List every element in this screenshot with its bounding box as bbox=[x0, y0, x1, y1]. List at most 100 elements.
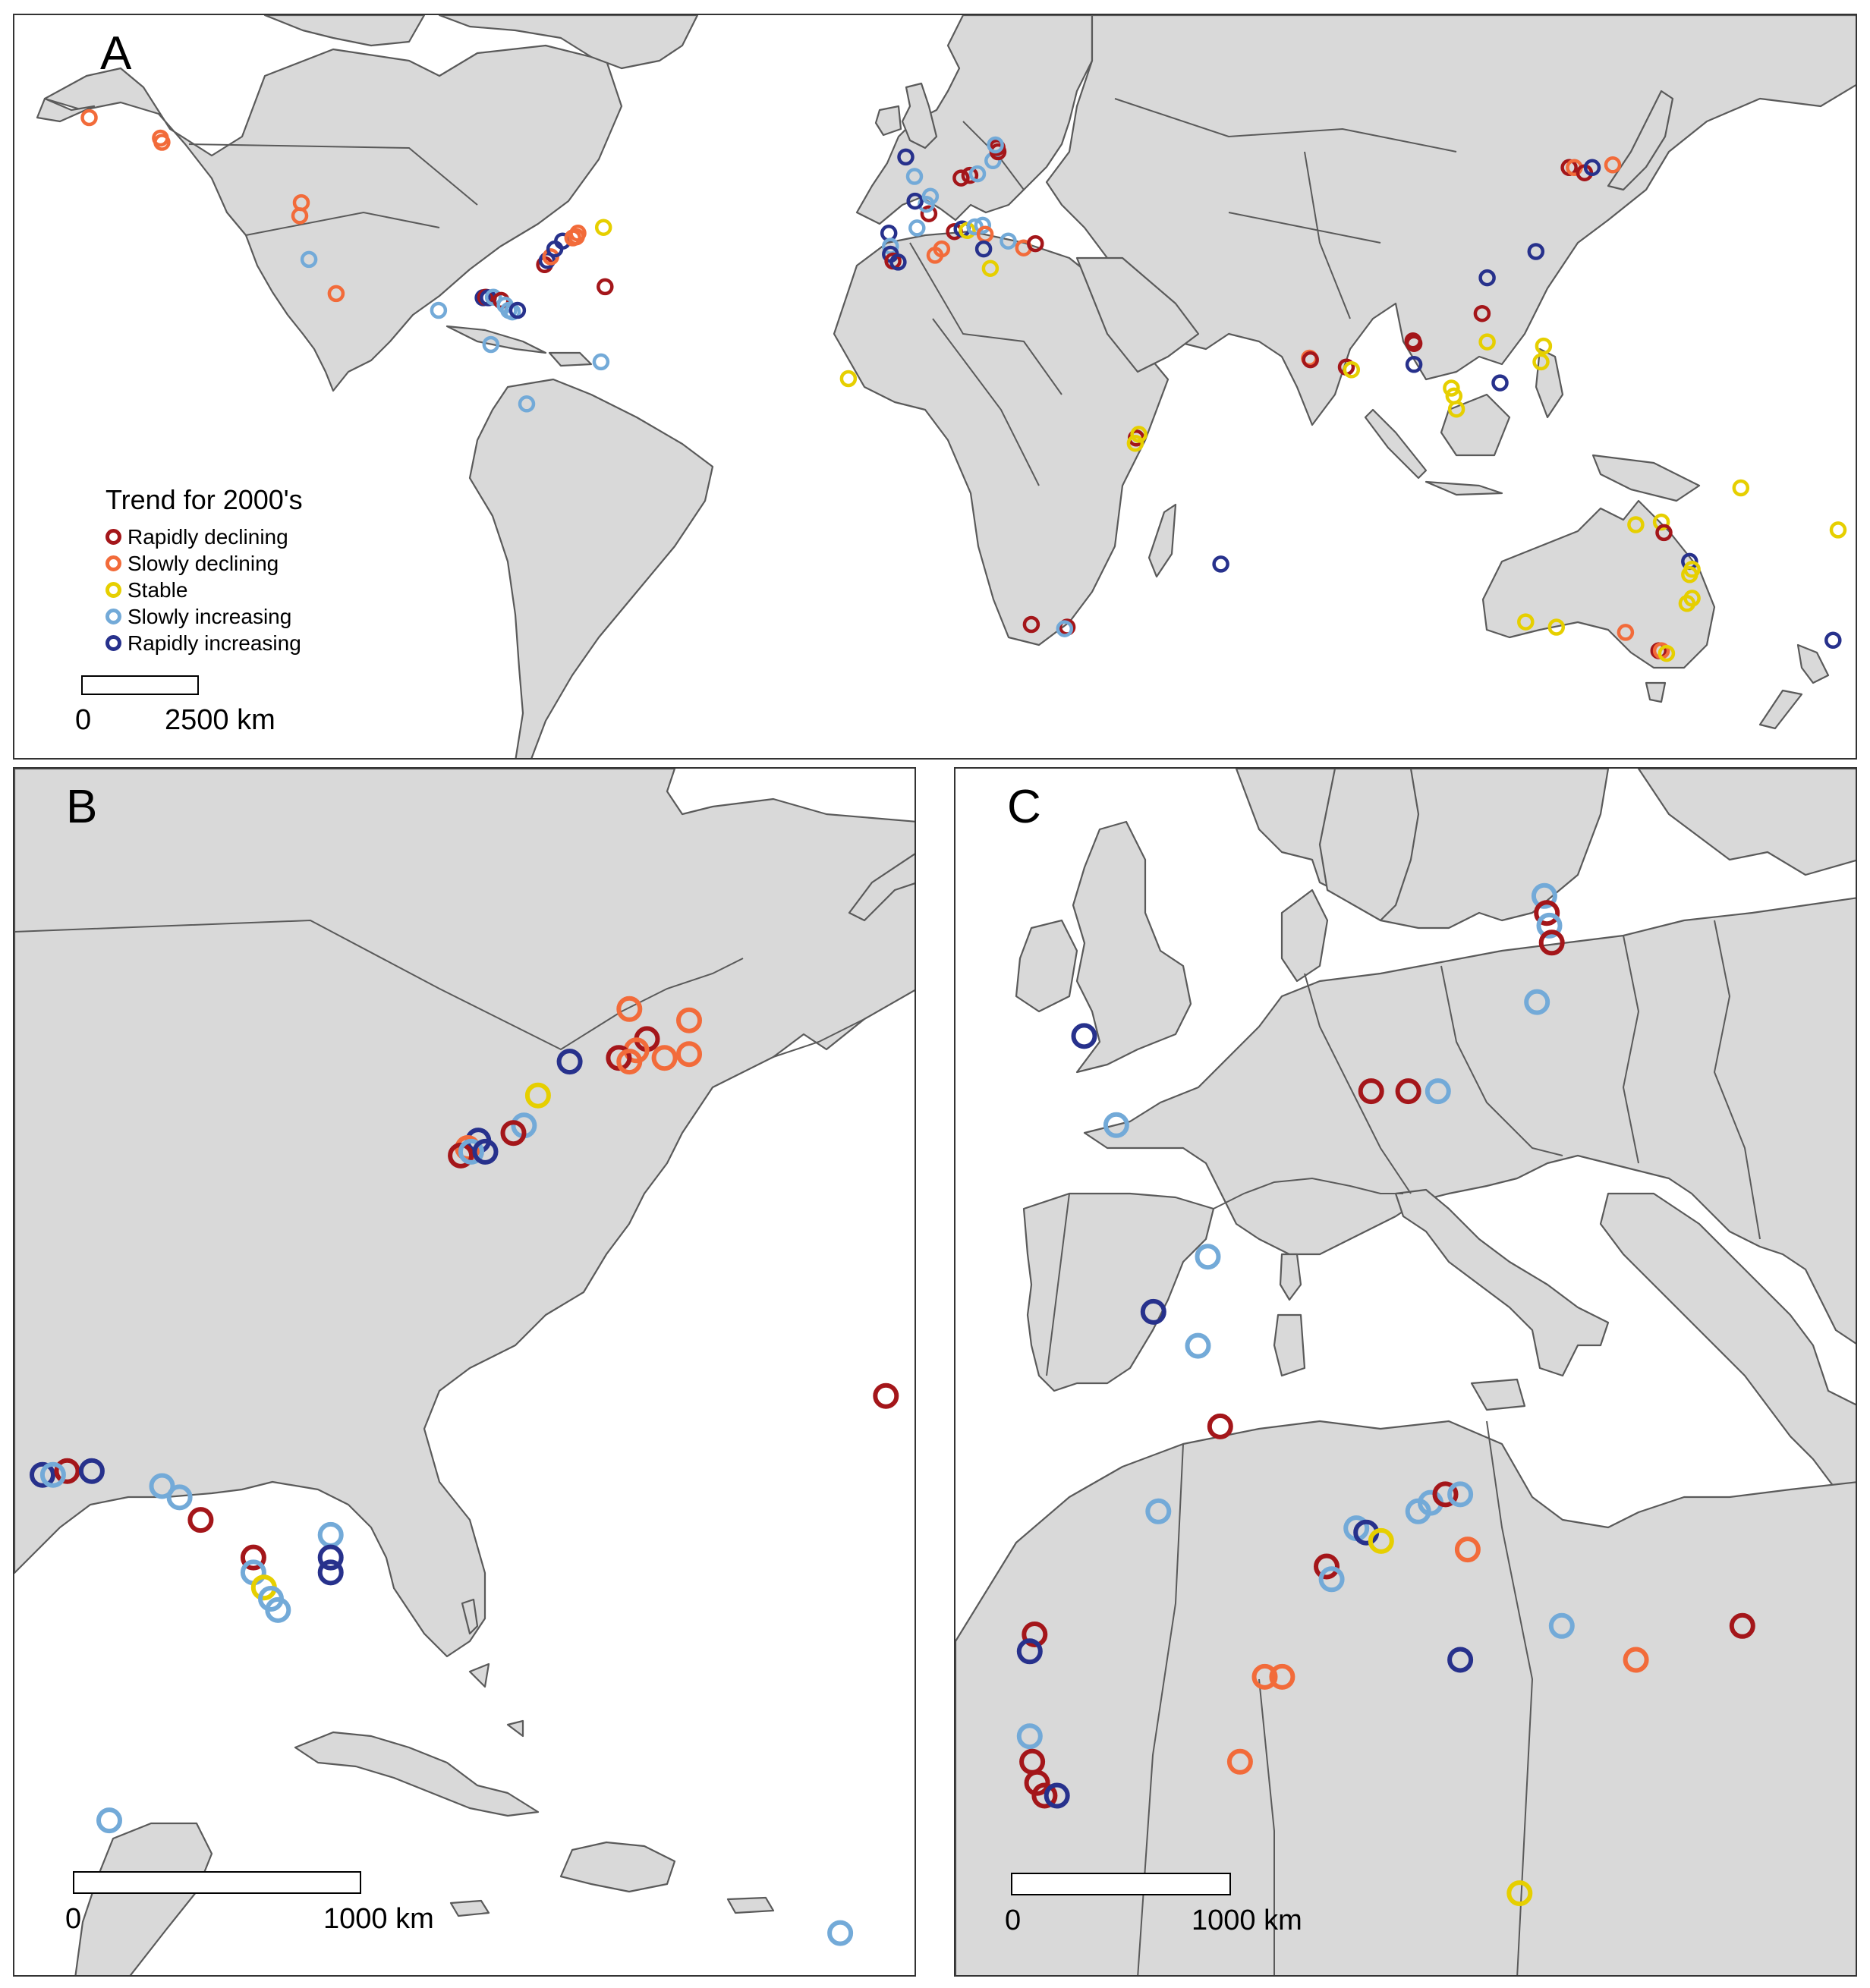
legend-swatch-rapidly-declining bbox=[105, 529, 121, 545]
site-marker-rapidly-declining bbox=[1024, 1769, 1050, 1796]
site-marker-rapidly-increasing bbox=[317, 1559, 344, 1586]
legend-swatch-slowly-declining bbox=[105, 555, 121, 571]
site-marker-rapidly-declining bbox=[920, 205, 938, 222]
site-marker-rapidly-declining bbox=[1473, 304, 1491, 322]
scalebar-b-bar bbox=[73, 1871, 361, 1894]
site-marker-stable bbox=[1443, 379, 1460, 397]
site-marker-slowly-increasing bbox=[905, 168, 924, 185]
site-marker-slowly-increasing bbox=[1103, 1112, 1129, 1138]
site-marker-slowly-increasing bbox=[317, 1521, 344, 1548]
site-marker-slowly-increasing bbox=[1016, 1723, 1043, 1750]
landmass-puerto-rico bbox=[726, 1896, 775, 1914]
site-marker-slowly-increasing bbox=[1318, 1566, 1345, 1593]
panel-a-label: A bbox=[100, 27, 132, 80]
site-marker-slowly-declining bbox=[1623, 1647, 1649, 1673]
site-markers bbox=[30, 996, 899, 1946]
site-marker-slowly-declining bbox=[651, 1045, 678, 1071]
site-marker-stable bbox=[594, 219, 612, 236]
legend: Trend for 2000's Rapidly declining Slowl… bbox=[105, 484, 303, 656]
site-marker-stable bbox=[1126, 434, 1144, 452]
site-marker-slowly-increasing bbox=[1524, 989, 1550, 1015]
site-marker-stable bbox=[1343, 361, 1361, 379]
site-marker-rapidly-increasing bbox=[508, 301, 527, 319]
site-marker-rapidly-declining bbox=[873, 1382, 899, 1409]
site-marker-stable bbox=[1829, 521, 1847, 539]
site-marker-stable bbox=[981, 260, 1000, 277]
site-marker-stable bbox=[1732, 479, 1750, 497]
scalebar-b-end: 1000 km bbox=[323, 1903, 434, 1935]
scalebar-a: 0 2500 km bbox=[75, 675, 279, 744]
site-marker-rapidly-increasing bbox=[897, 148, 915, 166]
site-marker-rapidly-declining bbox=[1031, 1782, 1058, 1809]
legend-item-slowly-declining: Slowly declining bbox=[105, 550, 303, 577]
site-marker-slowly-declining bbox=[80, 109, 98, 127]
legend-swatch-slowly-increasing bbox=[105, 609, 121, 624]
site-markers bbox=[80, 109, 1847, 662]
europe-map-svg bbox=[955, 769, 1856, 1975]
site-marker-slowly-increasing bbox=[96, 1807, 122, 1834]
site-marker-slowly-increasing bbox=[482, 335, 500, 354]
scalebar-a-bar bbox=[81, 675, 199, 695]
site-marker-rapidly-increasing bbox=[1044, 1782, 1070, 1809]
site-marker-rapidly-increasing bbox=[1583, 159, 1601, 177]
landmass-iberia bbox=[1022, 1192, 1215, 1392]
landmass-hispaniola bbox=[548, 351, 593, 367]
legend-label: Slowly declining bbox=[128, 551, 279, 575]
scalebar-b-start: 0 bbox=[65, 1903, 82, 1935]
legend-swatch-rapidly-increasing bbox=[105, 635, 121, 651]
site-marker-rapidly-increasing bbox=[78, 1458, 105, 1484]
landmass-north-africa bbox=[955, 1420, 1856, 1975]
site-marker-rapidly-declining bbox=[1027, 234, 1044, 253]
site-markers bbox=[1016, 882, 1755, 1907]
scalebar-c: 0 1000 km bbox=[1005, 1873, 1314, 1945]
site-marker-rapidly-declining bbox=[1022, 1622, 1048, 1647]
site-marker-rapidly-declining bbox=[240, 1544, 266, 1571]
site-marker-stable bbox=[1517, 613, 1535, 631]
scalebar-a-end: 2500 km bbox=[165, 704, 275, 736]
scalebar-c-end: 1000 km bbox=[1192, 1905, 1302, 1936]
country-borders bbox=[1046, 920, 1761, 1975]
site-marker-rapidly-increasing bbox=[472, 1138, 499, 1165]
panel-b-label: B bbox=[66, 781, 98, 833]
site-marker-rapidly-declining bbox=[1302, 351, 1319, 369]
landmass-italy bbox=[1394, 1188, 1610, 1377]
site-marker-slowly-increasing bbox=[987, 136, 1004, 154]
landmass-jamaica bbox=[449, 1899, 490, 1917]
site-marker-slowly-declining bbox=[1604, 156, 1622, 174]
site-marker-rapidly-declining bbox=[952, 169, 970, 187]
site-marker-slowly-increasing bbox=[240, 1559, 266, 1586]
site-marker-slowly-increasing bbox=[484, 288, 502, 306]
landmass-hispaniola bbox=[559, 1841, 676, 1893]
legend-label: Slowly increasing bbox=[128, 604, 292, 628]
scalebar-c-bar bbox=[1011, 1873, 1231, 1895]
site-marker-stable bbox=[524, 1082, 551, 1109]
site-marker-rapidly-increasing bbox=[889, 253, 907, 271]
landmass-arabia bbox=[1075, 256, 1200, 373]
us-east-map-panel: B 0 1000 km bbox=[13, 767, 916, 1977]
landmass-philippines bbox=[1535, 348, 1564, 419]
site-marker-slowly-increasing bbox=[265, 1596, 291, 1623]
site-marker-rapidly-declining bbox=[1405, 335, 1423, 352]
landmass-new-zealand bbox=[1758, 643, 1830, 730]
site-marker-slowly-declining bbox=[676, 1041, 702, 1068]
site-marker-slowly-declining bbox=[327, 285, 345, 303]
site-marker-slowly-declining bbox=[569, 225, 587, 242]
site-marker-stable bbox=[1678, 595, 1696, 612]
us-canada-border bbox=[14, 919, 865, 1058]
landmass-alaska-peninsula bbox=[36, 97, 96, 123]
site-marker-rapidly-increasing bbox=[1478, 269, 1496, 287]
site-marker-rapidly-increasing bbox=[1071, 1023, 1097, 1049]
landmass-greenland bbox=[438, 15, 699, 70]
legend-swatch-stable bbox=[105, 582, 121, 598]
us-east-map-svg bbox=[14, 769, 915, 1975]
site-marker-slowly-increasing bbox=[1531, 882, 1557, 909]
landmass-borneo bbox=[1440, 393, 1511, 457]
landmass-great-britain bbox=[901, 82, 938, 149]
site-marker-rapidly-increasing bbox=[1491, 374, 1509, 392]
legend-item-stable: Stable bbox=[105, 577, 303, 603]
site-marker-slowly-declining bbox=[1454, 1537, 1481, 1563]
site-marker-rapidly-declining bbox=[1432, 1481, 1459, 1508]
legend-label: Rapidly declining bbox=[128, 524, 288, 549]
world-map-panel: A Trend for 2000's Rapidly declining Slo… bbox=[13, 14, 1857, 760]
legend-item-slowly-increasing: Slowly increasing bbox=[105, 603, 303, 630]
